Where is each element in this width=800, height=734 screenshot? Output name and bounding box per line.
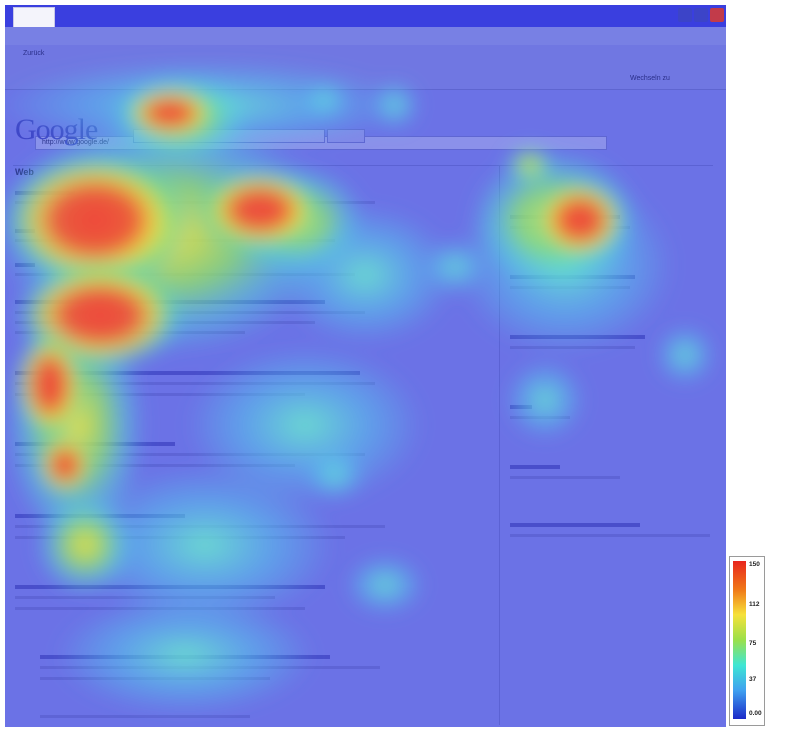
legend-tick-75: 75: [749, 640, 757, 647]
result-link[interactable]: [15, 371, 360, 375]
minimize-button[interactable]: [678, 8, 692, 22]
ad-text: [510, 534, 710, 537]
browser-window: Zurück http://www.google.de/ Wechseln zu…: [5, 5, 726, 727]
ad-text: [510, 476, 620, 479]
result-snippet: [15, 393, 305, 396]
heatmap-legend: 150 112 75 37 0.00: [729, 556, 765, 726]
menu-bar: [5, 27, 726, 45]
legend-max: 150: [749, 561, 760, 568]
legend-min: 0.00: [749, 710, 762, 717]
ad-link[interactable]: [510, 523, 640, 527]
legend-tick-112: 112: [749, 601, 760, 608]
result-snippet: [15, 453, 365, 456]
close-button[interactable]: [710, 8, 724, 22]
results-header-rule: [13, 165, 713, 166]
ad-link[interactable]: [510, 465, 560, 469]
go-button[interactable]: Wechseln zu: [630, 75, 670, 82]
result-snippet: [15, 382, 375, 385]
gaze-heatmap-overlay: [5, 60, 715, 715]
result-snippet: [40, 715, 250, 718]
legend-color-bar: [733, 561, 746, 719]
back-button[interactable]: Zurück: [23, 50, 45, 57]
maximize-button[interactable]: [694, 8, 708, 22]
legend-tick-37: 37: [749, 676, 757, 683]
result-snippet: [15, 464, 295, 467]
sponsored-divider: [499, 165, 500, 725]
